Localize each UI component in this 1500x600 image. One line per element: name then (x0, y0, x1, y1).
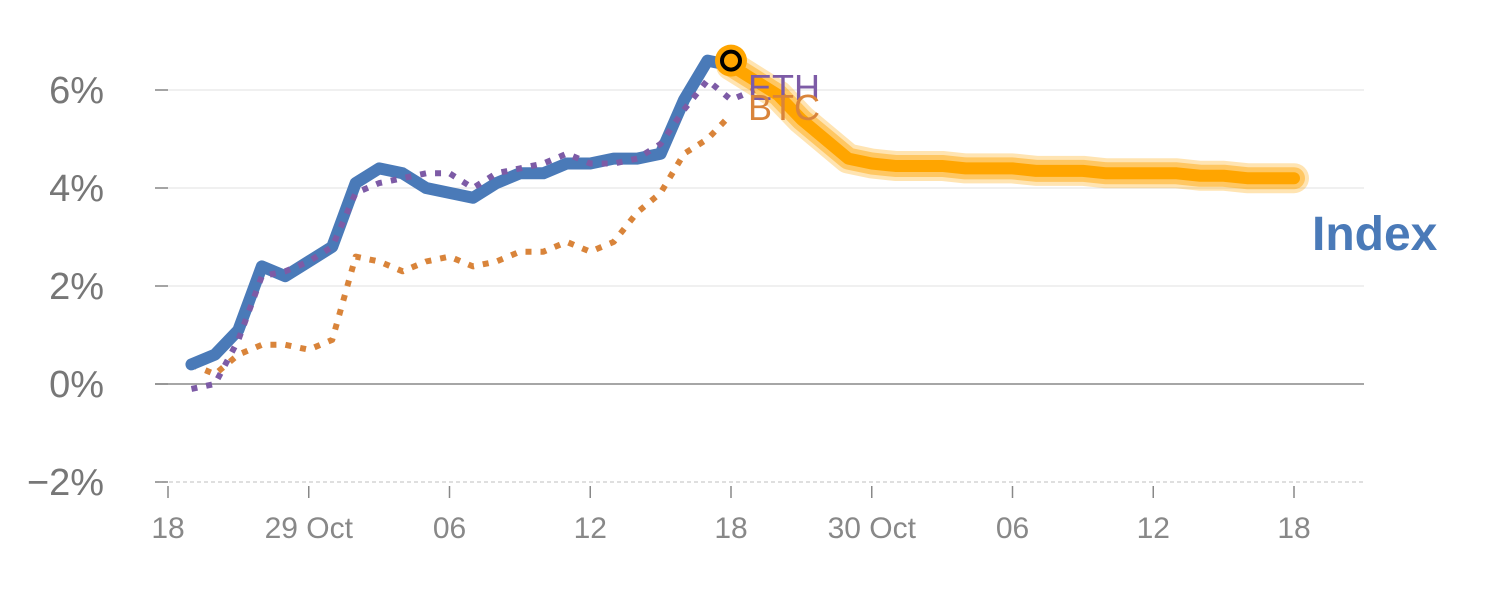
marker-inner (720, 49, 742, 72)
x-tick-label: 18 (714, 512, 747, 545)
btc-label: BTC (748, 87, 820, 128)
y-tick-label: −2% (27, 462, 104, 504)
btc-line (190, 112, 734, 378)
current-point-marker[interactable] (715, 44, 747, 77)
x-tick-label: 18 (1277, 512, 1310, 545)
x-tick-label: 30 Oct (828, 512, 917, 545)
y-tick-label: 2% (49, 266, 104, 308)
index-label: Index (1312, 208, 1438, 261)
index-line (185, 54, 737, 371)
y-tick-label: 0% (49, 364, 104, 406)
x-axis: 18 29 Oct 06 12 18 30 Oct 06 12 18 (151, 486, 1311, 545)
y-tick-label: 6% (49, 70, 104, 112)
x-tick-label: 12 (1137, 512, 1170, 545)
y-tick-label: 4% (49, 168, 104, 210)
x-tick-label: 18 (151, 512, 184, 545)
x-tick-label: 06 (433, 512, 466, 545)
x-tick-label: 06 (996, 512, 1029, 545)
x-tick-label: 29 Oct (265, 512, 354, 545)
eth-line (190, 77, 756, 392)
grid-lines (155, 89, 1364, 483)
x-tick-label: 12 (574, 512, 607, 545)
forecast-line (725, 59, 1300, 185)
series-group (185, 50, 1309, 392)
y-axis: −2% 0% 2% 4% 6% (27, 70, 168, 504)
eth-label: ETH (748, 67, 820, 108)
